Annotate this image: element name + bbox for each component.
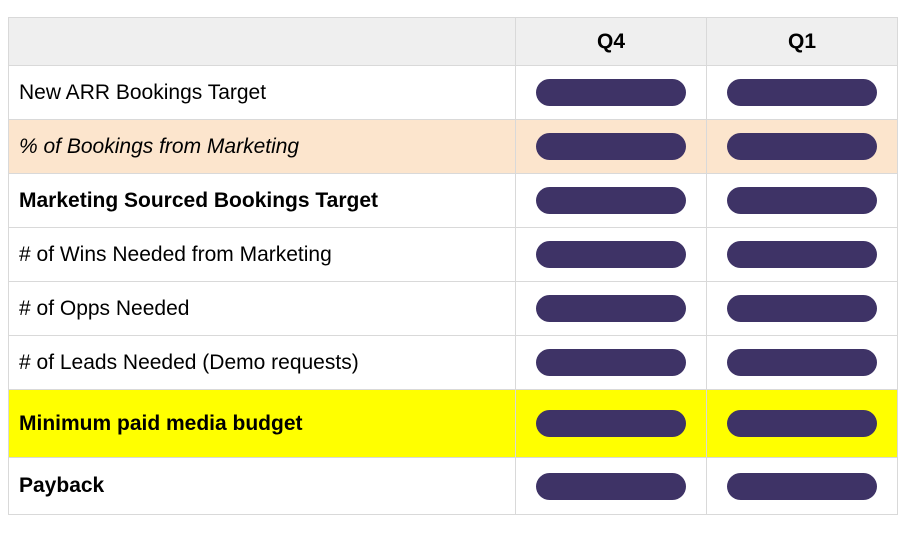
row-label: Minimum paid media budget [8, 389, 516, 458]
redacted-value-pill [727, 187, 877, 214]
redacted-value-pill [536, 349, 686, 376]
header-q4: Q4 [515, 17, 707, 66]
header-corner-cell [8, 17, 516, 66]
row-label: New ARR Bookings Target [8, 65, 516, 120]
redacted-value-pill [727, 472, 877, 500]
header-q1: Q1 [706, 17, 898, 66]
row-label: Marketing Sourced Bookings Target [8, 173, 516, 228]
redacted-value-pill [727, 79, 877, 106]
redacted-value-pill [727, 295, 877, 322]
table-row: Minimum paid media budget [8, 389, 898, 458]
table-row: Marketing Sourced Bookings Target [8, 173, 898, 228]
redacted-value-pill [536, 187, 686, 214]
table-row: # of Opps Needed [8, 281, 898, 336]
q1-value-cell [706, 227, 898, 282]
q4-value-cell [515, 65, 707, 120]
q1-value-cell [706, 457, 898, 515]
q1-value-cell [706, 335, 898, 390]
q1-value-cell [706, 281, 898, 336]
redacted-value-pill [536, 133, 686, 160]
row-label: % of Bookings from Marketing [8, 119, 516, 174]
marketing-metrics-table: Q4 Q1 New ARR Bookings Target % of Booki… [8, 17, 898, 515]
table-row: New ARR Bookings Target [8, 65, 898, 120]
redacted-value-pill [727, 241, 877, 268]
redacted-value-pill [727, 410, 877, 437]
row-label: Payback [8, 457, 516, 515]
redacted-value-pill [536, 79, 686, 106]
q1-value-cell [706, 65, 898, 120]
row-label: # of Wins Needed from Marketing [8, 227, 516, 282]
redacted-value-pill [536, 472, 686, 500]
redacted-value-pill [536, 410, 686, 437]
header-row: Q4 Q1 [8, 17, 898, 66]
redacted-value-pill [727, 349, 877, 376]
q4-value-cell [515, 119, 707, 174]
q1-value-cell [706, 389, 898, 458]
q1-value-cell [706, 173, 898, 228]
q4-value-cell [515, 389, 707, 458]
table-row: Payback [8, 457, 898, 515]
q1-value-cell [706, 119, 898, 174]
table-row: # of Leads Needed (Demo requests) [8, 335, 898, 390]
q4-value-cell [515, 457, 707, 515]
q4-value-cell [515, 281, 707, 336]
redacted-value-pill [536, 241, 686, 268]
redacted-value-pill [536, 295, 686, 322]
redacted-value-pill [727, 133, 877, 160]
table-row: % of Bookings from Marketing [8, 119, 898, 174]
q4-value-cell [515, 173, 707, 228]
row-label: # of Leads Needed (Demo requests) [8, 335, 516, 390]
metrics-table-container: Q4 Q1 New ARR Bookings Target % of Booki… [8, 17, 898, 515]
table-row: # of Wins Needed from Marketing [8, 227, 898, 282]
q4-value-cell [515, 227, 707, 282]
row-label: # of Opps Needed [8, 281, 516, 336]
q4-value-cell [515, 335, 707, 390]
